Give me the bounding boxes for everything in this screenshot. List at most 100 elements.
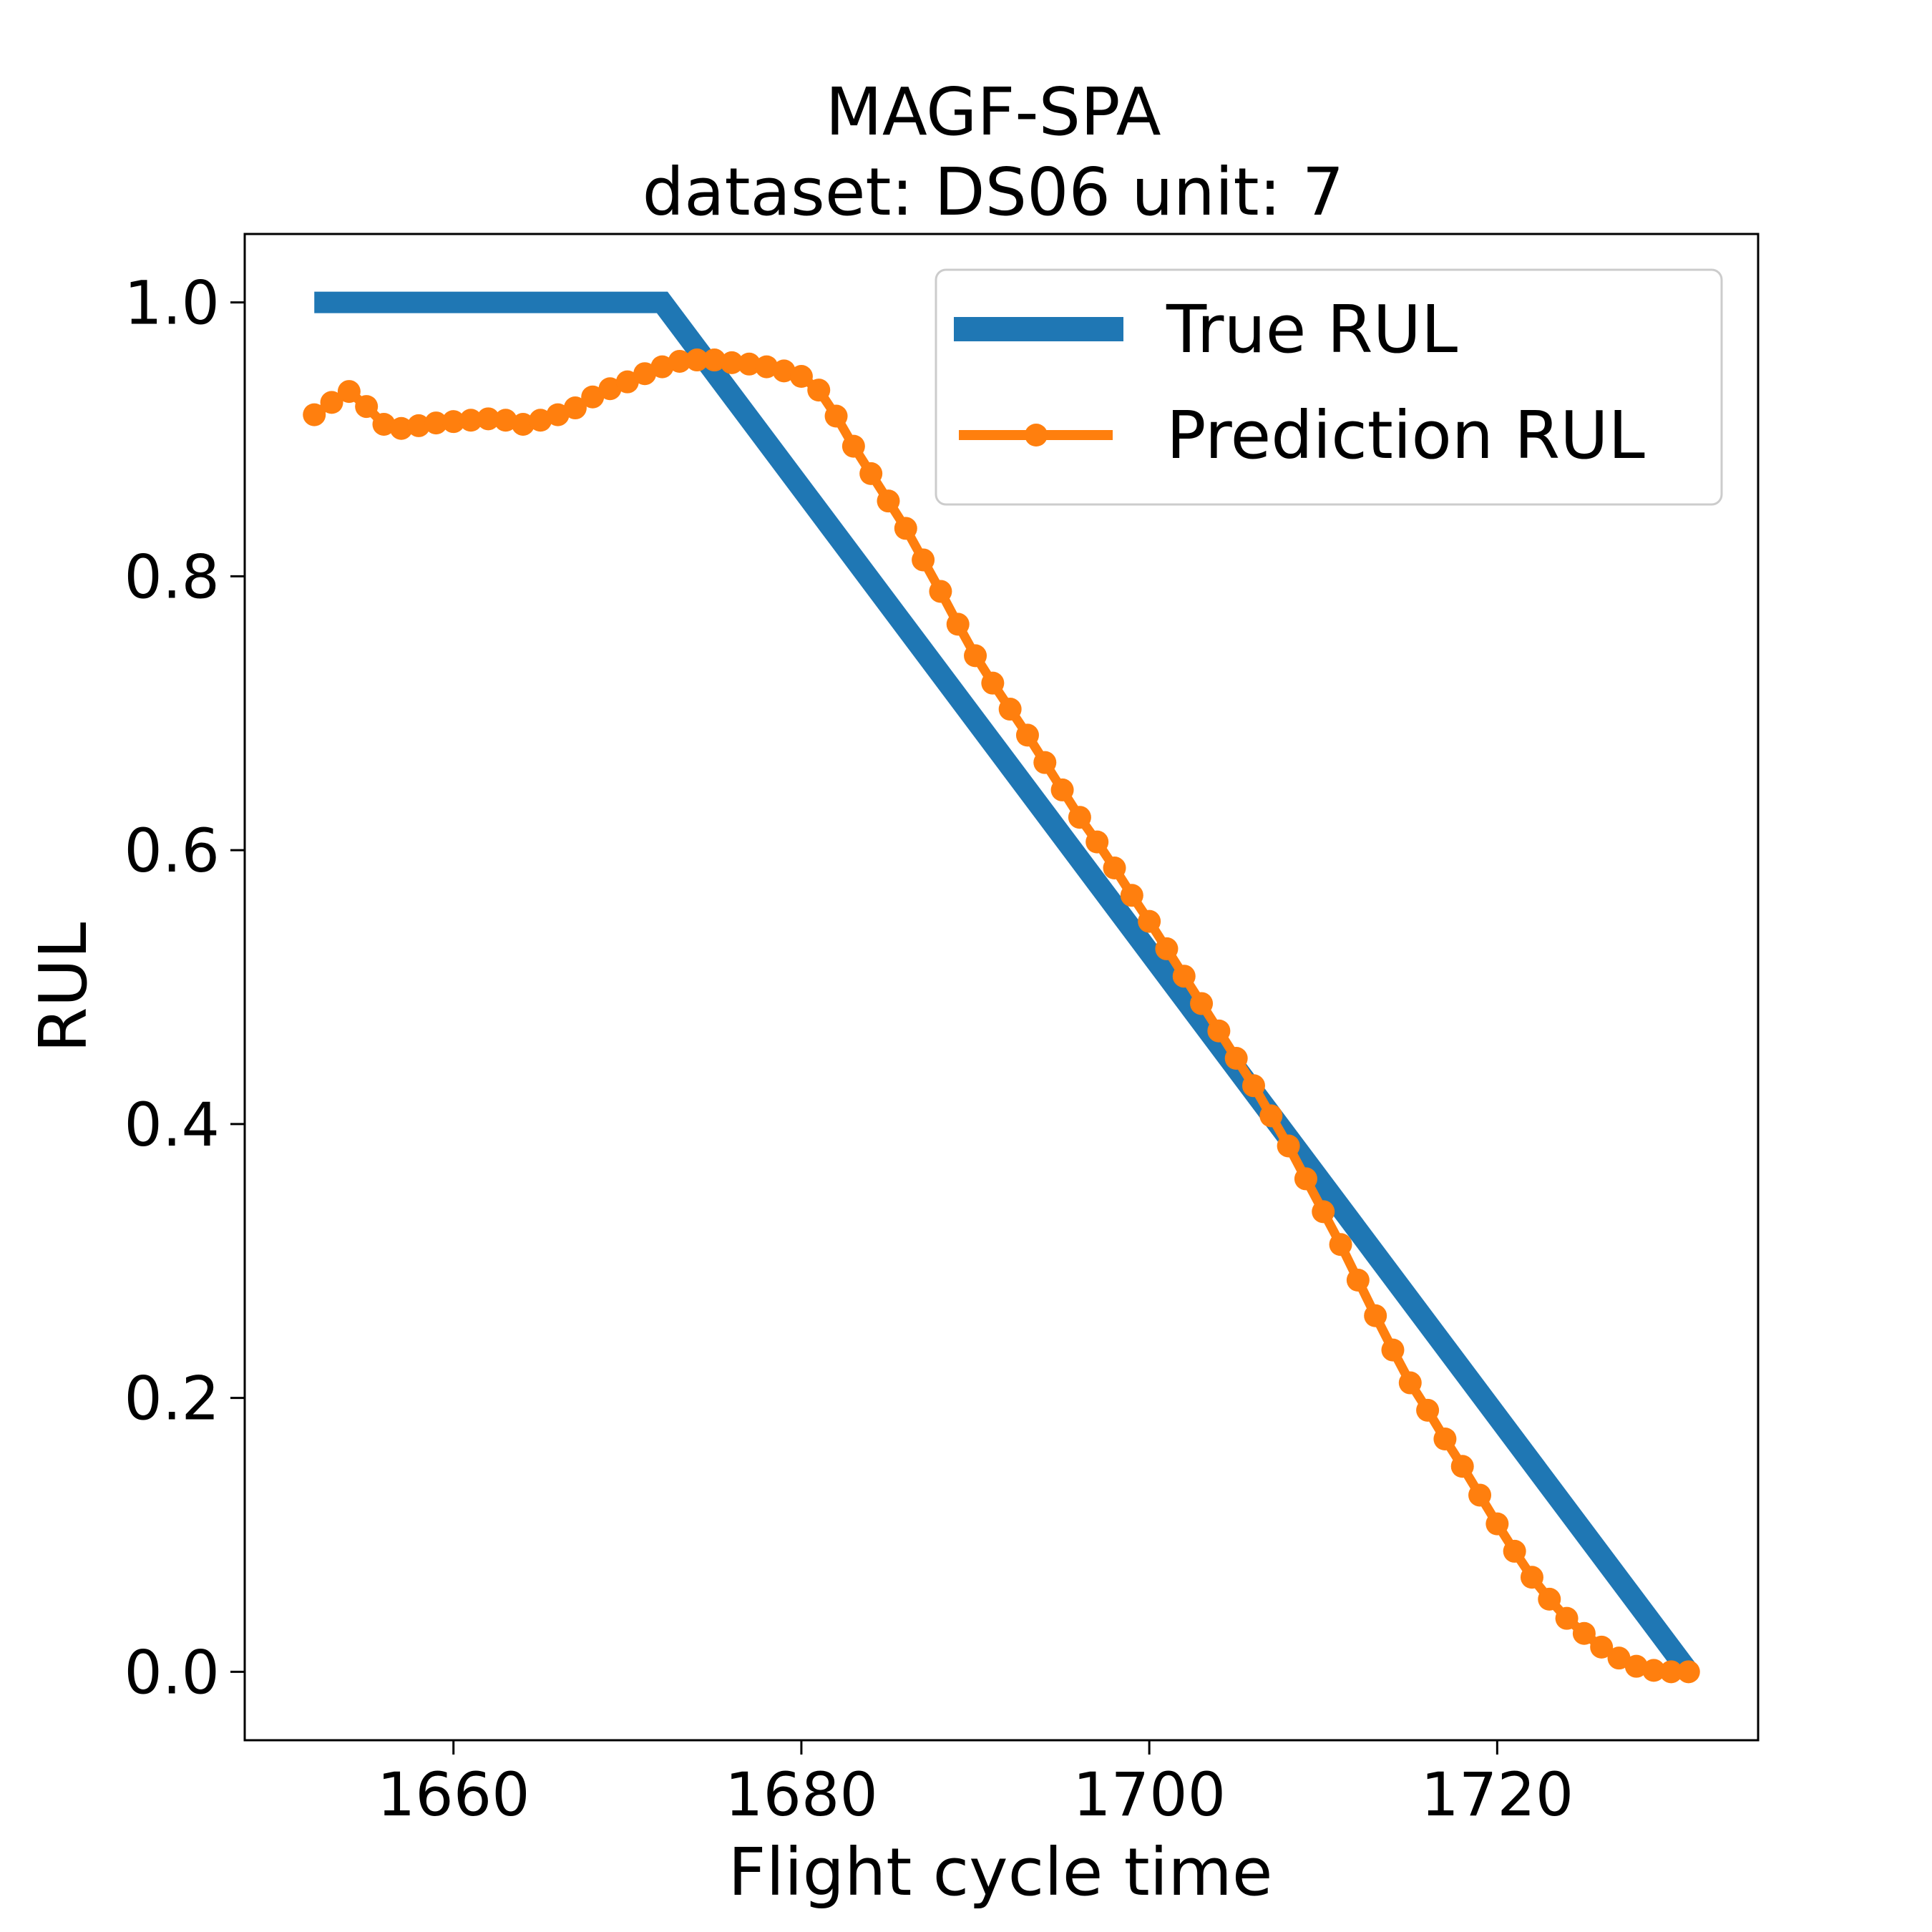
chart-title: MAGF-SPA xyxy=(825,74,1161,150)
prediction-point xyxy=(424,411,448,435)
prediction-point xyxy=(1398,1371,1422,1395)
prediction-point xyxy=(981,671,1005,695)
prediction-point xyxy=(1503,1539,1526,1563)
prediction-point xyxy=(1138,909,1161,933)
prediction-point xyxy=(633,362,657,386)
prediction-point xyxy=(824,404,848,428)
x-tick-label: 1680 xyxy=(725,1760,878,1830)
y-tick-label: 0.2 xyxy=(124,1364,220,1434)
y-tick-label: 0.8 xyxy=(124,542,220,612)
prediction-point xyxy=(1242,1074,1265,1098)
x-axis: 1660 1680 1700 1720 xyxy=(377,1740,1574,1830)
prediction-point xyxy=(703,348,726,372)
prediction-point xyxy=(303,403,326,426)
prediction-point xyxy=(738,352,761,376)
prediction-point xyxy=(1590,1635,1614,1659)
prediction-point xyxy=(1155,937,1179,960)
prediction-point xyxy=(859,462,883,485)
prediction-point xyxy=(772,359,796,383)
legend-label-prediction-rul: Prediction RUL xyxy=(1166,397,1645,474)
prediction-point xyxy=(1329,1233,1352,1257)
prediction-point xyxy=(1624,1654,1648,1678)
legend-marker-prediction-rul xyxy=(1025,424,1048,447)
prediction-point xyxy=(1207,1019,1231,1043)
prediction-point xyxy=(929,580,952,603)
y-tick-label: 1.0 xyxy=(124,268,220,338)
prediction-point xyxy=(1520,1566,1543,1589)
x-axis-label: Flight cycle time xyxy=(728,1834,1273,1911)
prediction-point xyxy=(720,351,743,374)
prediction-point xyxy=(1120,884,1143,907)
y-tick-label: 0.4 xyxy=(124,1090,220,1160)
prediction-point xyxy=(1277,1134,1300,1158)
prediction-point xyxy=(1172,965,1196,988)
prediction-point xyxy=(1381,1338,1405,1362)
prediction-point xyxy=(686,348,709,372)
prediction-point xyxy=(1033,751,1057,774)
prediction-point xyxy=(615,370,639,394)
x-tick-label: 1720 xyxy=(1420,1760,1574,1830)
prediction-point xyxy=(1259,1104,1283,1128)
prediction-point xyxy=(389,416,413,440)
prediction-point xyxy=(1607,1646,1631,1670)
prediction-point xyxy=(964,644,987,668)
prediction-point xyxy=(1015,723,1039,747)
prediction-point xyxy=(877,489,900,513)
prediction-point xyxy=(998,698,1022,721)
prediction-point xyxy=(807,379,831,402)
prediction-point xyxy=(529,409,552,432)
prediction-point xyxy=(372,412,396,436)
y-tick-label: 0.0 xyxy=(124,1637,220,1707)
prediction-point xyxy=(1068,806,1091,829)
prediction-point xyxy=(650,355,674,379)
prediction-point xyxy=(841,434,865,458)
prediction-point xyxy=(337,380,361,404)
prediction-point xyxy=(1224,1047,1248,1070)
prediction-point xyxy=(355,395,379,419)
prediction-point xyxy=(1659,1660,1683,1684)
prediction-point xyxy=(1103,857,1126,880)
prediction-point xyxy=(1468,1483,1492,1507)
plot-area xyxy=(303,291,1700,1684)
prediction-point xyxy=(755,355,779,379)
prediction-point xyxy=(1294,1167,1317,1191)
series-line-prediction-rul xyxy=(311,355,1689,1677)
prediction-point xyxy=(1346,1269,1370,1292)
prediction-point xyxy=(1416,1398,1440,1422)
prediction-point xyxy=(1572,1621,1596,1645)
prediction-point xyxy=(511,412,535,436)
y-axis: 0.0 0.2 0.4 0.6 0.8 1.0 xyxy=(124,268,245,1707)
legend: True RUL Prediction RUL xyxy=(935,268,1723,506)
y-tick-label: 0.6 xyxy=(124,816,220,886)
prediction-point xyxy=(1538,1587,1561,1611)
series-line-true-rul xyxy=(314,291,1697,1679)
legend-box xyxy=(935,268,1723,506)
prediction-point xyxy=(477,407,500,431)
prediction-point xyxy=(789,365,813,389)
prediction-point xyxy=(494,409,517,432)
prediction-point xyxy=(1433,1428,1457,1450)
chart-subtitle: dataset: DS06 unit: 7 xyxy=(643,154,1345,230)
prediction-point xyxy=(320,391,343,414)
prediction-point xyxy=(1555,1606,1579,1630)
prediction-point xyxy=(546,403,570,426)
y-axis-label: RUL xyxy=(25,922,102,1053)
prediction-point xyxy=(1485,1512,1509,1536)
prediction-point xyxy=(1642,1659,1666,1682)
prediction-point xyxy=(1364,1304,1387,1327)
prediction-point xyxy=(1312,1200,1335,1224)
prediction-point xyxy=(459,409,483,432)
prediction-point xyxy=(1677,1660,1700,1684)
axes-frame xyxy=(243,233,1760,1742)
x-tick-label: 1700 xyxy=(1073,1760,1226,1830)
prediction-point xyxy=(581,385,605,409)
prediction-point xyxy=(598,377,622,401)
prediction-point xyxy=(407,414,431,437)
legend-label-true-rul: True RUL xyxy=(1166,291,1458,368)
prediction-point xyxy=(441,410,465,434)
prediction-point xyxy=(563,396,587,420)
prediction-point xyxy=(912,548,935,572)
prediction-point xyxy=(1450,1455,1474,1478)
prediction-point xyxy=(894,517,917,540)
